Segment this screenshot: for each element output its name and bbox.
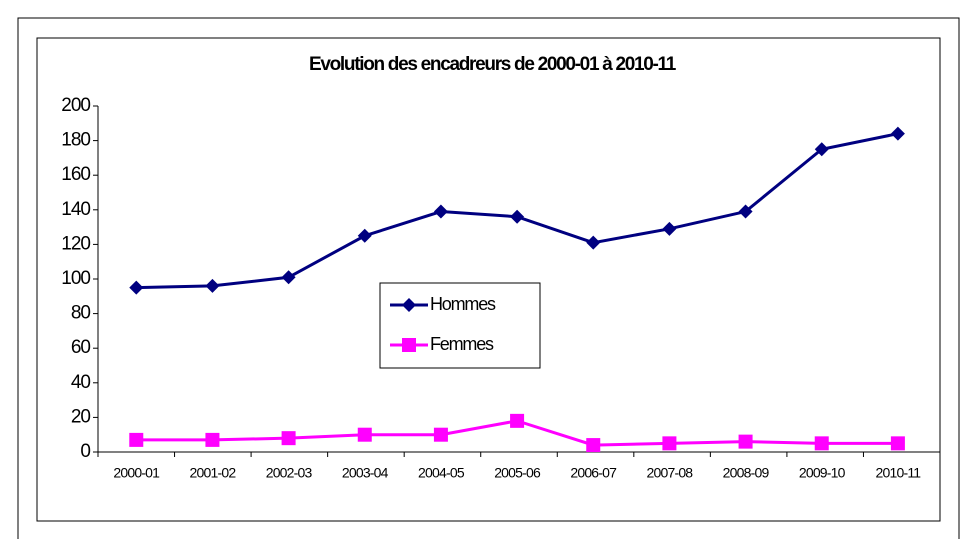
marker xyxy=(402,338,416,352)
x-tick-label: 2005-06 xyxy=(494,465,541,481)
marker xyxy=(814,142,829,157)
chart-frame xyxy=(36,37,941,522)
x-tick-label: 2008-09 xyxy=(723,465,770,481)
marker xyxy=(433,427,448,442)
y-tick-label: 140 xyxy=(61,199,90,220)
x-tick-label: 2000-01 xyxy=(113,465,160,481)
marker xyxy=(738,204,753,219)
y-tick-label: 80 xyxy=(71,303,91,324)
x-tick-label: 2010-11 xyxy=(876,465,922,481)
marker xyxy=(738,434,753,449)
marker xyxy=(205,278,220,293)
x-tick-label: 2002-03 xyxy=(266,465,313,481)
marker xyxy=(205,432,220,447)
y-tick-label: 40 xyxy=(71,372,91,393)
x-tick-label: 2001-02 xyxy=(190,465,237,481)
x-tick-label: 2006-07 xyxy=(570,465,617,481)
y-tick-label: 60 xyxy=(71,337,91,358)
legend-label: Hommes xyxy=(430,294,496,314)
chart-title: Evolution des encadreurs de 2000-01 à 20… xyxy=(309,54,677,75)
marker xyxy=(281,431,296,446)
marker xyxy=(510,413,525,428)
x-tick-label: 2004-05 xyxy=(418,465,465,481)
marker xyxy=(662,221,677,236)
y-tick-label: 0 xyxy=(80,441,90,462)
marker xyxy=(357,228,372,243)
marker xyxy=(129,432,144,447)
y-tick-label: 120 xyxy=(61,233,90,254)
legend-box xyxy=(379,282,541,369)
x-tick-label: 2009-10 xyxy=(799,465,846,481)
y-tick-label: 180 xyxy=(61,130,90,151)
marker xyxy=(357,427,372,442)
marker xyxy=(586,438,601,453)
marker xyxy=(586,235,601,250)
x-tick-label: 2007-08 xyxy=(647,465,694,481)
marker xyxy=(662,436,677,451)
outer-frame xyxy=(17,17,960,539)
marker xyxy=(129,280,144,295)
legend-label: Femmes xyxy=(430,334,494,354)
marker xyxy=(281,270,296,285)
y-tick-label: 20 xyxy=(71,406,91,427)
marker xyxy=(510,209,525,224)
y-tick-label: 100 xyxy=(61,268,90,289)
x-tick-label: 2003-04 xyxy=(342,465,389,481)
marker xyxy=(890,436,905,451)
marker xyxy=(890,126,905,141)
marker xyxy=(814,436,829,451)
marker xyxy=(402,298,416,312)
y-tick-label: 200 xyxy=(61,95,90,116)
y-tick-label: 160 xyxy=(61,164,90,185)
marker xyxy=(433,204,448,219)
